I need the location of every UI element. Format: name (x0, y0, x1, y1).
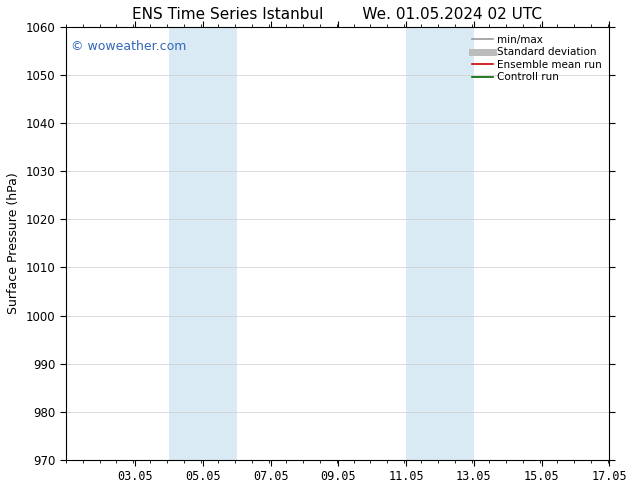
Title: ENS Time Series Istanbul        We. 01.05.2024 02 UTC: ENS Time Series Istanbul We. 01.05.2024 … (133, 7, 543, 22)
Text: © woweather.com: © woweather.com (71, 40, 186, 53)
Y-axis label: Surface Pressure (hPa): Surface Pressure (hPa) (7, 172, 20, 314)
Legend: min/max, Standard deviation, Ensemble mean run, Controll run: min/max, Standard deviation, Ensemble me… (468, 30, 606, 87)
Bar (406, 27, 474, 460)
Bar (169, 27, 236, 460)
